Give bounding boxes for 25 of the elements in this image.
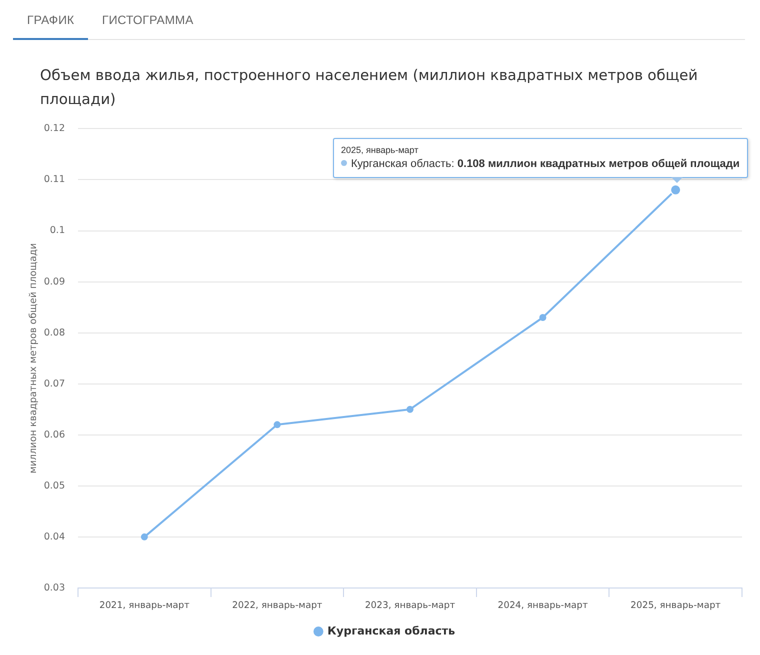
y-tick-label: 0.1: [50, 225, 65, 236]
y-axis-title: миллион квадратных метров общей площади: [28, 243, 40, 474]
y-tick-label: 0.03: [44, 582, 65, 594]
y-tick-label: 0.04: [44, 531, 65, 542]
y-tick-label: 0.09: [44, 276, 65, 288]
y-tick-label: 0.12: [44, 123, 65, 134]
point: [406, 406, 414, 413]
chart-title: Объем ввода жилья, построенного населением (миллион квадратных метров общей площади): [40, 66, 699, 110]
x-tick-label: 2021, январь-март: [99, 600, 190, 611]
text: ГРАФИК: [13, 13, 88, 40]
x-tick-label: 2025, январь-март: [630, 600, 722, 611]
x-tick-label: 2024, январь-март: [498, 600, 588, 611]
text: ГИСТОГРАММА: [102, 13, 194, 27]
x-tick-label: 2022, январь-март: [232, 600, 323, 611]
y-tick-label: 0.08: [44, 327, 65, 338]
y-tick-label: 0.07: [44, 378, 65, 390]
y-tick-label: 0.05: [44, 480, 65, 492]
x-tick-label: 2023, январь-март: [364, 600, 456, 611]
y-tick-label: 0.11: [44, 174, 65, 186]
point: [140, 533, 148, 540]
annotation: 2025, январь-март Курганская область: 0.108 миллион квадратных метров общей площади: [341, 144, 740, 170]
point: [539, 314, 546, 322]
y-tick-label: 0.06: [44, 429, 65, 440]
legend-label: Курганская область: [327, 624, 456, 638]
point: [274, 421, 281, 428]
